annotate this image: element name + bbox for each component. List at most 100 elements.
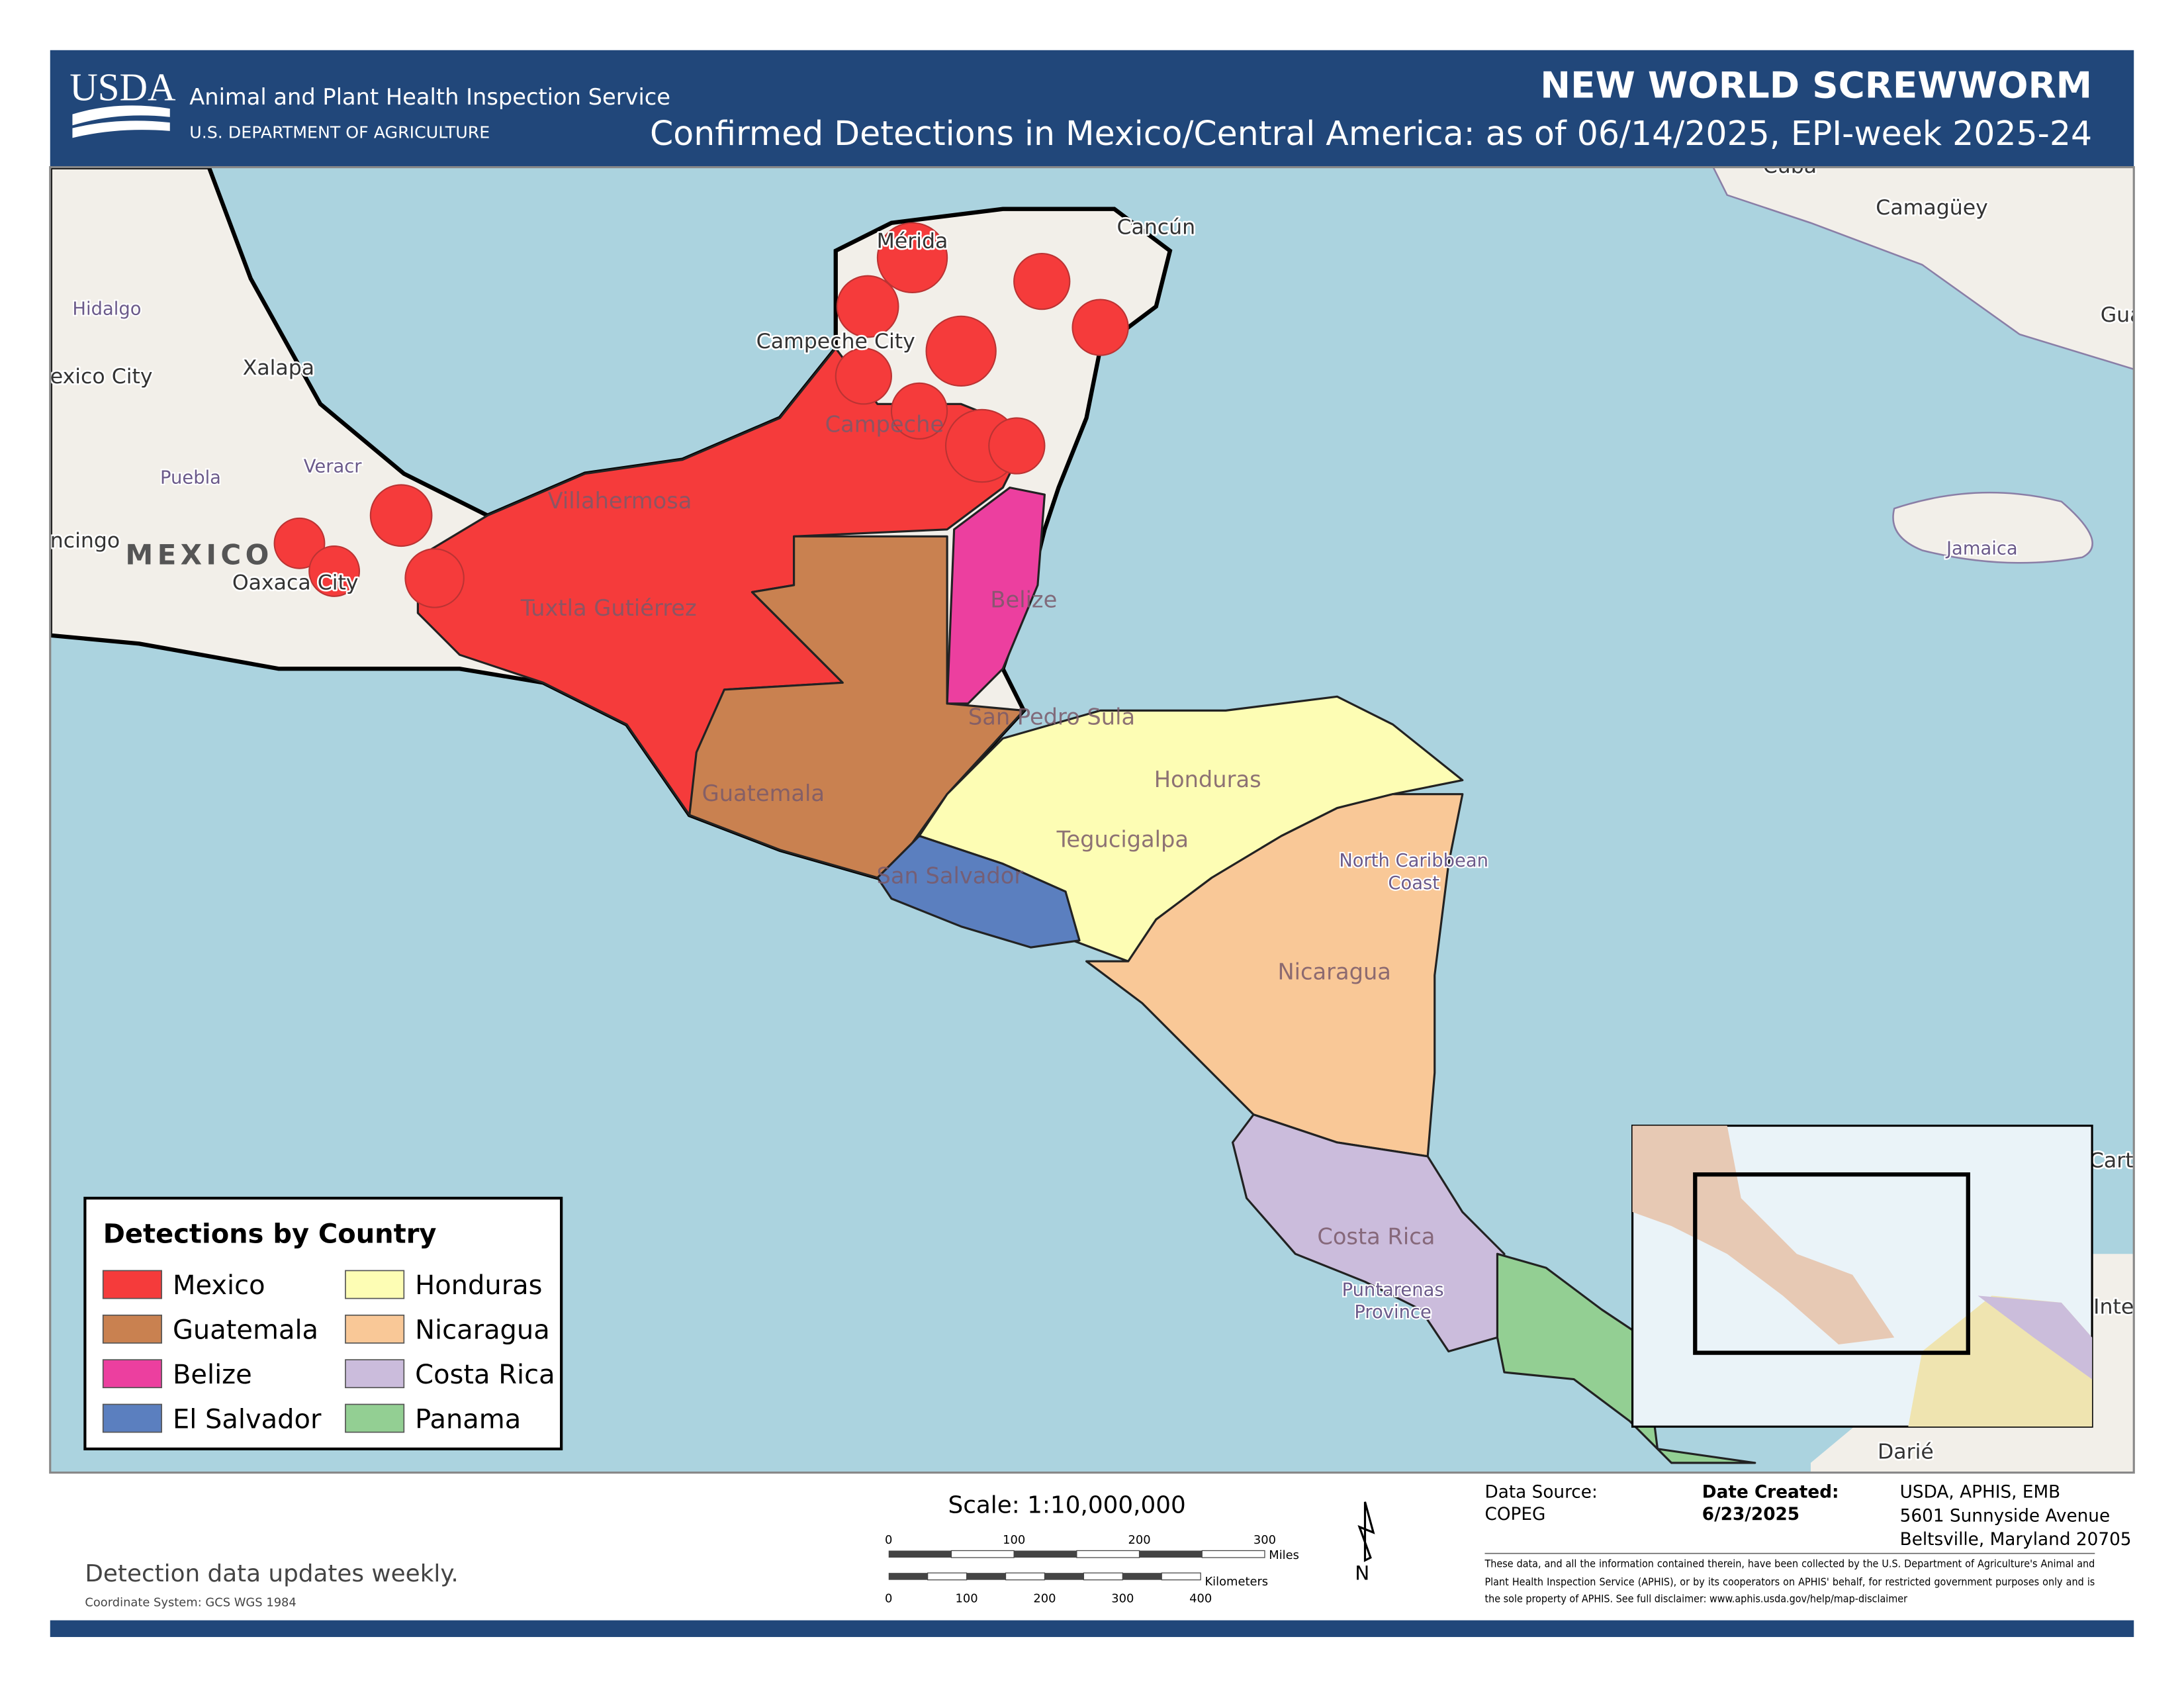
legend-label: Mexico xyxy=(173,1270,265,1301)
disclaimer: These data, and all the information cont… xyxy=(1484,1558,2095,1605)
logo-waves xyxy=(72,105,170,138)
map-subtitle: Confirmed Detections in Mexico/Central A… xyxy=(650,114,2092,153)
place-label: Tuxtla Gutiérrez xyxy=(520,595,697,621)
mexico-circles xyxy=(273,222,1129,608)
legend-swatch xyxy=(345,1403,405,1433)
panama xyxy=(1496,1252,1756,1464)
legend-label: Panama xyxy=(415,1404,521,1434)
place-label: Puntarenas xyxy=(1342,1280,1444,1300)
department-name: U.S. DEPARTMENT OF AGRICULTURE xyxy=(189,122,490,142)
scale-segment xyxy=(1161,1572,1201,1581)
place-label: San Salvador xyxy=(876,863,1023,888)
date-created: 6/23/2025 xyxy=(1702,1505,1799,1524)
country-label: MEXICO xyxy=(125,538,273,571)
scale-tick-label: 200 xyxy=(1033,1591,1056,1605)
legend-swatch xyxy=(102,1403,162,1433)
legend-swatch xyxy=(102,1314,162,1344)
scale-tick-label: 300 xyxy=(1111,1591,1134,1605)
place-label: Jamaica xyxy=(1945,539,2018,559)
place-label: Veracr xyxy=(304,456,362,477)
nicaragua xyxy=(1085,793,1464,1158)
place-label: Campeche City xyxy=(756,330,915,353)
coordinate-system: Coordinate System: GCS WGS 1984 xyxy=(85,1596,296,1610)
place-label: San Pedro Sula xyxy=(968,704,1135,729)
north-arrow: N xyxy=(1355,1501,1375,1585)
scale-segment xyxy=(1139,1550,1203,1558)
address-line: USDA, APHIS, EMB xyxy=(1900,1483,2061,1503)
scale-tick-label: 100 xyxy=(956,1591,978,1605)
scale-tick-label: 400 xyxy=(1189,1591,1212,1605)
legend-label: Costa Rica xyxy=(415,1360,555,1390)
mexico-detections xyxy=(273,222,1129,816)
place-label: Province xyxy=(1354,1302,1431,1323)
agency-name: Animal and Plant Health Inspection Servi… xyxy=(189,84,670,110)
scale-tick-label: 300 xyxy=(1253,1533,1276,1547)
costa-rica xyxy=(1231,1113,1506,1353)
place-label: Nicaragua xyxy=(1277,959,1390,985)
map-border xyxy=(49,165,2135,1474)
place-label: Camagüey xyxy=(1876,196,1988,220)
scale-segment xyxy=(1014,1550,1077,1558)
cuba xyxy=(1712,167,2134,371)
north-label: N xyxy=(1355,1562,1369,1585)
scale-segment xyxy=(1044,1573,1084,1580)
legend-swatch xyxy=(102,1270,162,1299)
place-label: ncingo xyxy=(50,529,120,553)
usda-logo: USDA xyxy=(69,66,176,109)
scale-unit: Miles xyxy=(1269,1548,1299,1562)
inset-extent xyxy=(1693,1172,1970,1355)
data-source: COPEG xyxy=(1484,1505,1545,1524)
scale-segment xyxy=(950,1550,1015,1558)
place-label: Mérida xyxy=(877,230,948,254)
scale-segment xyxy=(1005,1572,1046,1581)
header-bar xyxy=(50,50,2134,167)
legend-title: Detections by Country xyxy=(103,1219,437,1249)
place-label: exico City xyxy=(50,365,153,389)
belize xyxy=(946,487,1046,705)
legend-label: Honduras xyxy=(415,1270,542,1301)
update-note: Detection data updates weekly. xyxy=(85,1560,458,1587)
scale-segment xyxy=(1201,1550,1265,1558)
el-salvador xyxy=(876,835,1081,949)
legend-label: Belize xyxy=(173,1360,252,1390)
legend-swatch xyxy=(345,1270,405,1299)
place-label: Tegucigalpa xyxy=(1056,827,1189,853)
address-line: Beltsville, Maryland 20705 xyxy=(1900,1530,2132,1550)
place-label: Gua xyxy=(2101,303,2143,327)
place-label: Costa Rica xyxy=(1317,1223,1435,1249)
legend-swatch xyxy=(345,1359,405,1389)
scale-segment xyxy=(888,1573,928,1580)
place-label: Carta xyxy=(2089,1149,2146,1173)
scale-segment xyxy=(888,1550,952,1558)
place-label: Puebla xyxy=(160,467,221,488)
jamaica xyxy=(1892,491,2093,564)
date-created-label: Date Created: xyxy=(1702,1483,1839,1503)
map-title: NEW WORLD SCREWWORM xyxy=(1540,64,2092,106)
place-label: Inter xyxy=(2093,1295,2142,1319)
scale-segment xyxy=(1076,1550,1140,1558)
place-label: Oaxaca City xyxy=(232,571,359,594)
place-label: Honduras xyxy=(1154,767,1261,792)
legend-label: El Salvador xyxy=(173,1404,322,1434)
scale-segment xyxy=(927,1572,968,1581)
place-label: Guatemala xyxy=(702,780,825,806)
scale-text: Scale: 1:10,000,000 xyxy=(948,1492,1186,1519)
place-label: Belize xyxy=(990,587,1057,613)
legend-label: Guatemala xyxy=(173,1315,318,1346)
footer-bar xyxy=(50,1620,2134,1637)
scale-segment xyxy=(1083,1572,1123,1581)
data-source-label: Data Source: xyxy=(1484,1483,1597,1503)
place-label: Darié xyxy=(1878,1440,1934,1464)
place-label: Hidalgo xyxy=(72,299,141,320)
scale-unit: Kilometers xyxy=(1205,1575,1268,1589)
scale-tick-label: 100 xyxy=(1003,1533,1025,1547)
scale-tick-label: 0 xyxy=(885,1533,892,1547)
inset-map xyxy=(1631,1124,2093,1428)
scale-segment xyxy=(966,1573,1006,1580)
place-label: North Caribbean xyxy=(1339,851,1488,871)
place-labels: Mérida Cancún Campeche City Campeche Xal… xyxy=(50,167,2146,1466)
place-label: Cancún xyxy=(1116,216,1195,240)
address-line: 5601 Sunnyside Avenue xyxy=(1900,1506,2110,1526)
disclaimer-box: These data, and all the information cont… xyxy=(1484,1558,2095,1605)
